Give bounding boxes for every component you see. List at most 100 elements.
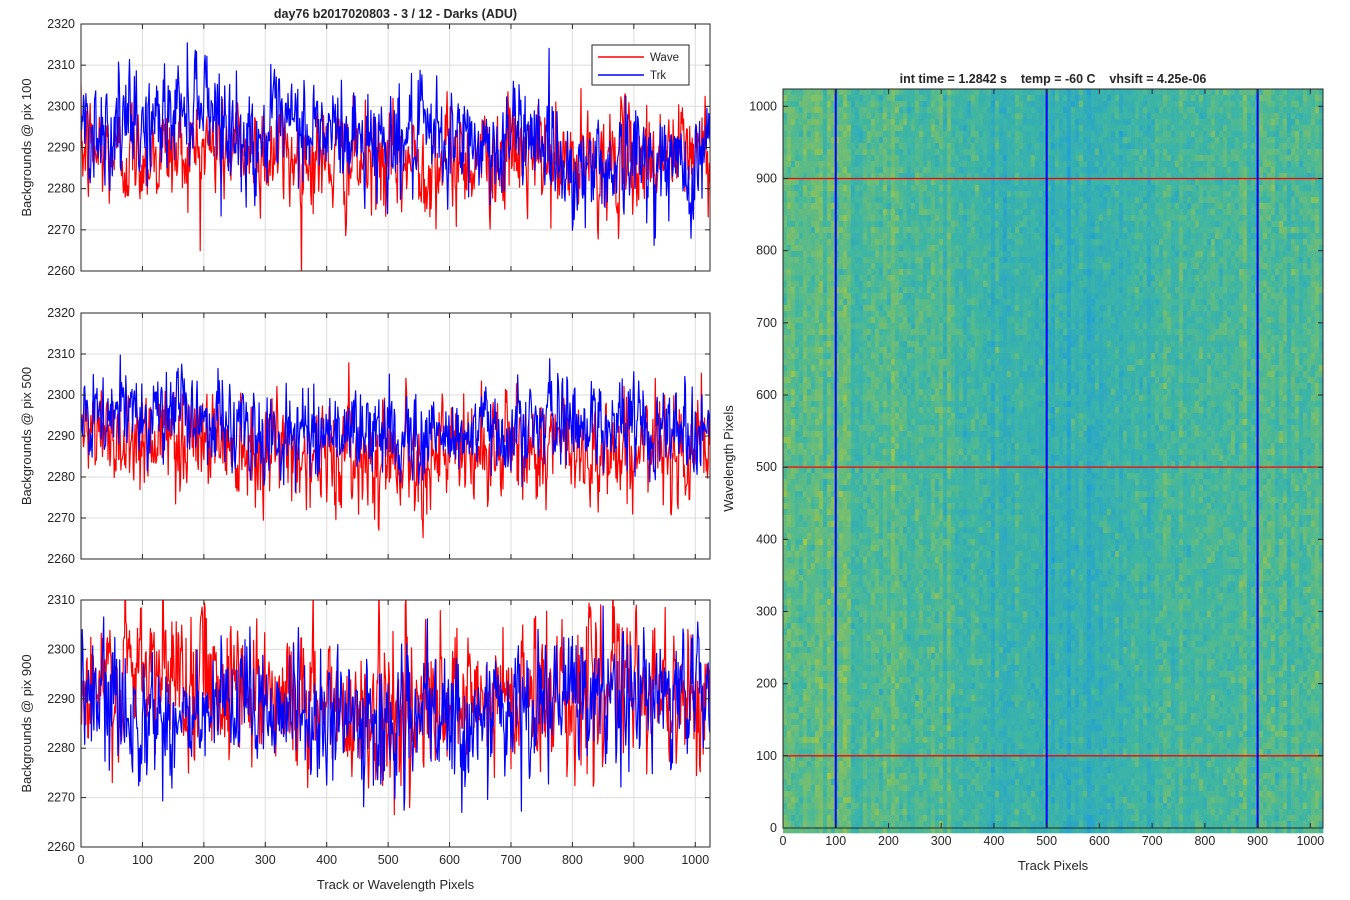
heatmap-cell [1107, 227, 1112, 234]
heatmap-cell [1203, 101, 1208, 108]
heatmap-cell [823, 167, 828, 174]
heatmap-cell [1247, 143, 1252, 150]
heatmap-cell [959, 269, 964, 276]
heatmap-cell [987, 161, 992, 168]
heatmap-cell [923, 125, 928, 132]
heatmap-cell [891, 239, 896, 246]
heatmap-cell [839, 251, 844, 258]
heatmap-cell [919, 101, 924, 108]
heatmap-cell [1295, 287, 1300, 294]
heatmap-cell [963, 107, 968, 114]
heatmap-cell [875, 95, 880, 102]
heatmap-cell [1267, 179, 1272, 186]
heatmap-cell [1143, 179, 1148, 186]
heatmap-cell [807, 101, 812, 108]
heatmap-cell [1127, 167, 1132, 174]
heatmap-cell [1071, 143, 1076, 150]
heatmap-cell [1023, 215, 1028, 222]
y-tick-label: 2260 [47, 264, 75, 278]
heatmap-cell [1243, 245, 1248, 252]
heatmap-cell [1003, 149, 1008, 156]
heatmap-cell [1183, 185, 1188, 192]
heatmap-cell [1227, 179, 1232, 186]
heatmap-cell [1159, 185, 1164, 192]
heatmap-cell [999, 287, 1004, 294]
heatmap-cell [1015, 269, 1020, 276]
heatmap-cell [971, 125, 976, 132]
heatmap-cell [995, 269, 1000, 276]
heatmap-cell [951, 179, 956, 186]
heatmap-cell [1263, 263, 1268, 270]
heatmap-cell [1107, 149, 1112, 156]
heatmap-cell [1235, 227, 1240, 234]
heatmap-cell [1303, 167, 1308, 174]
heatmap-cell [847, 89, 852, 96]
heatmap-cell [1055, 119, 1060, 126]
heatmap-cell [903, 245, 908, 252]
heatmap-cell [819, 131, 824, 138]
heatmap-cell [911, 239, 916, 246]
heatmap-cell [967, 143, 972, 150]
heatmap-cell [895, 113, 900, 120]
heatmap-cell [1203, 209, 1208, 216]
heatmap-cell [1203, 203, 1208, 210]
heatmap-cell [1267, 275, 1272, 282]
heatmap-cell [823, 185, 828, 192]
heatmap-cell [1083, 137, 1088, 144]
heatmap-cell [851, 161, 856, 168]
heatmap-cell [1271, 107, 1276, 114]
heatmap-cell [951, 197, 956, 204]
heatmap-cell [1091, 125, 1096, 132]
heatmap-cell [931, 179, 936, 186]
heatmap-cell [939, 125, 944, 132]
heatmap-cell [1087, 101, 1092, 108]
heatmap-cell [1107, 89, 1112, 96]
heatmap-cell [983, 275, 988, 282]
heatmap-cell [1211, 137, 1216, 144]
heatmap-cell [1027, 191, 1032, 198]
heatmap-cell [1211, 167, 1216, 174]
heatmap-cell [1215, 143, 1220, 150]
heatmap-cell [1043, 143, 1048, 150]
heatmap-cell [1283, 167, 1288, 174]
heatmap-cell [1035, 269, 1040, 276]
heatmap-cell [1099, 113, 1104, 120]
heatmap-cell [943, 113, 948, 120]
heatmap-cell [1235, 101, 1240, 108]
heatmap-cell [1163, 137, 1168, 144]
heatmap-cell [967, 167, 972, 174]
heatmap-cell [1015, 203, 1020, 210]
heatmap-cell [1235, 137, 1240, 144]
heatmap-cell [863, 113, 868, 120]
heatmap-cell [983, 257, 988, 264]
heatmap-cell [815, 191, 820, 198]
heatmap-cell [1175, 107, 1180, 114]
heatmap-cell [1051, 131, 1056, 138]
heatmap-cell [1147, 215, 1152, 222]
heatmap-cell [871, 239, 876, 246]
heatmap-cell [1055, 131, 1060, 138]
heatmap-cell [915, 179, 920, 186]
heatmap-cell [927, 125, 932, 132]
heatmap-cell [915, 239, 920, 246]
heatmap-cell [991, 95, 996, 102]
heatmap-cell [943, 179, 948, 186]
heatmap-cell [1083, 143, 1088, 150]
heatmap-cell [1319, 155, 1324, 162]
heatmap-cell [1235, 287, 1240, 294]
heatmap-cell [1191, 113, 1196, 120]
heatmap-cell [1107, 143, 1112, 150]
heatmap-cell [1139, 191, 1144, 198]
heatmap-cell [835, 215, 840, 222]
heatmap-cell [1095, 95, 1100, 102]
heatmap-cell [887, 281, 892, 288]
heatmap-cell [1267, 149, 1272, 156]
heatmap-cell [1031, 251, 1036, 258]
heatmap-cell [1263, 191, 1268, 198]
heatmap-cell [923, 185, 928, 192]
heatmap-cell [807, 89, 812, 96]
heatmap-cell [947, 275, 952, 282]
heatmap-cell [1063, 197, 1068, 204]
heatmap-cell [783, 161, 788, 168]
heatmap-cell [919, 281, 924, 288]
